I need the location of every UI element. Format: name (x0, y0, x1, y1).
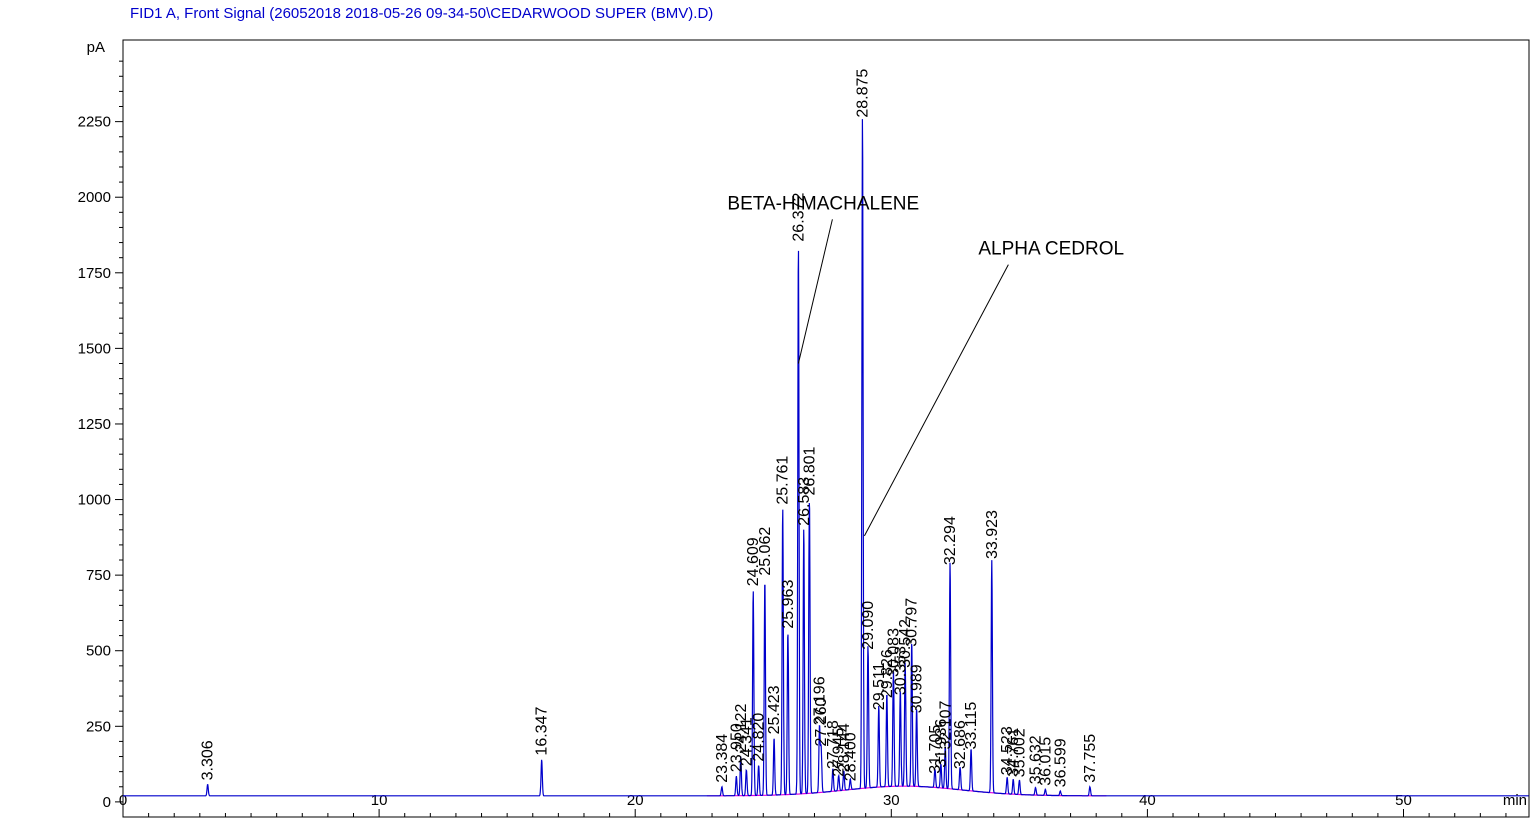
peak-label: 29.511 (871, 662, 888, 710)
peak-label: 32.294 (942, 516, 959, 565)
peak-label: 26.801 (801, 447, 818, 496)
x-tick-label: 0 (119, 792, 127, 809)
y-tick-label: 1250 (78, 416, 111, 433)
peak-label: 30.353 (892, 646, 909, 695)
peak-label: 25.761 (775, 456, 792, 505)
peak-label: 32.686 (952, 720, 969, 769)
peak-label: 36.599 (1052, 738, 1069, 787)
y-axis-unit: pA (87, 39, 105, 56)
peak-label: 36.015 (1037, 737, 1054, 786)
x-tick-label: 20 (627, 792, 644, 809)
peak-label: 30.989 (909, 664, 926, 713)
peak-label: 24.609 (745, 537, 762, 586)
peak-label: 34.761 (1005, 728, 1022, 777)
peak-label: 29.090 (860, 601, 877, 650)
compound-annotation: ALPHA CEDROL (978, 239, 1124, 260)
peak-label: 24.122 (733, 703, 750, 752)
peak-label: 29.826 (879, 649, 896, 698)
peak-label: 26.372 (790, 193, 807, 242)
peak-label: 31.705 (927, 725, 944, 774)
peak-label: 33.923 (984, 510, 1001, 559)
y-tick-label: 750 (86, 567, 111, 584)
chart-title: FID1 A, Front Signal (26052018 2018-05-2… (130, 5, 713, 22)
peak-label: 26.583 (796, 477, 813, 526)
peak-label: 28.875 (854, 69, 871, 118)
y-tick-label: 0 (103, 794, 111, 811)
peak-label: 35.002 (1011, 728, 1028, 777)
annotation-leader-line (797, 219, 833, 364)
x-tick-label: 50 (1395, 792, 1412, 809)
peak-label: 28.144 (836, 723, 853, 772)
peak-label: 33.115 (963, 702, 980, 750)
axes: 0 250 500 750 1000 1250 1500 1750 2000 2250 0 10 20 3… (78, 60, 1507, 817)
peak-label: 35.632 (1028, 735, 1045, 784)
y-tick-label: 250 (86, 718, 111, 735)
peak-label: 16.347 (534, 707, 551, 756)
peak-label: 25.062 (757, 527, 774, 576)
peak-label: 3.306 (200, 740, 217, 780)
peak-label: 30.797 (904, 598, 921, 647)
y-tick-label: 500 (86, 643, 111, 660)
annotation-leader-line (863, 264, 1009, 537)
peak-label: 34.523 (999, 726, 1016, 775)
x-tick-label: 10 (371, 792, 388, 809)
peak-label: 28.400 (842, 732, 859, 781)
peak-label: 27.196 (811, 676, 828, 725)
y-tick-label: 1750 (78, 265, 111, 282)
peak-label: 25.963 (780, 580, 797, 629)
y-tick-label: 2000 (78, 189, 111, 206)
peak-label: 24.341 (738, 717, 755, 766)
peak-label: 30.083 (885, 628, 902, 677)
peak-label: 30.542 (897, 619, 914, 668)
compound-annotation: BETA-HIMACHALENE (727, 193, 919, 214)
signal-trace (123, 119, 1529, 797)
peak-label: 27.260 (813, 697, 830, 746)
plot-frame (122, 39, 1530, 818)
y-tick-label: 2250 (78, 114, 111, 131)
peak-label: 37.755 (1082, 734, 1099, 783)
x-tick-label: 40 (1139, 792, 1156, 809)
peak-label: 27.945 (831, 728, 848, 777)
peak-label: 25.423 (766, 685, 783, 734)
x-tick-label: 30 (883, 792, 900, 809)
signal-series (123, 119, 1529, 797)
peak-label: 27.718 (825, 720, 842, 769)
y-tick-label: 1500 (78, 340, 111, 357)
peak-label: 24.820 (751, 713, 768, 762)
x-axis-unit: min (1503, 792, 1527, 809)
peak-label: 23.950 (728, 723, 745, 772)
annotations: BETA-HIMACHALENE ALPHA CEDROL (727, 193, 1124, 537)
peak-label: 23.384 (714, 734, 731, 783)
peak-label: 31.936 (933, 719, 950, 768)
y-tick-label: 1000 (78, 492, 111, 509)
peak-label: 32.107 (937, 700, 954, 749)
